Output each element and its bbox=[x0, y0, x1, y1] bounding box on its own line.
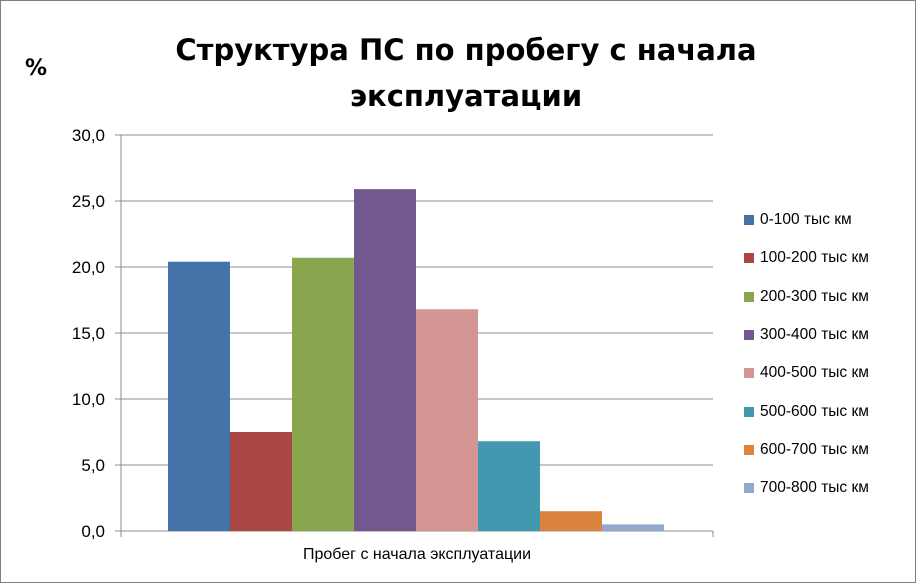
legend-label: 200-300 тыс км bbox=[760, 287, 869, 305]
bar-5 bbox=[416, 309, 478, 531]
bar-8 bbox=[602, 524, 664, 531]
chart-title: Структура ПС по пробегу с начала эксплуа… bbox=[175, 33, 757, 113]
y-tick-label: 5,0 bbox=[81, 456, 105, 475]
bar-2 bbox=[230, 432, 292, 531]
legend-item: 0-100 тыс км bbox=[744, 201, 869, 239]
legend-label: 700-800 тыс км bbox=[760, 479, 869, 497]
legend-item: 500-600 тыс км bbox=[744, 392, 869, 430]
legend-swatch bbox=[744, 215, 754, 226]
x-axis-label: Пробег с начала эксплуатации bbox=[303, 546, 531, 563]
legend-swatch bbox=[744, 330, 754, 341]
y-tick-label: 10,0 bbox=[72, 390, 105, 409]
legend-label: 500-600 тыс км bbox=[760, 402, 869, 420]
y-tick-label: 0,0 bbox=[81, 522, 105, 541]
y-tick-label: 30,0 bbox=[72, 126, 105, 145]
legend-label: 0-100 тыс км bbox=[760, 211, 852, 229]
y-tick-label: 25,0 bbox=[72, 192, 105, 211]
bar-6 bbox=[478, 441, 540, 531]
legend-swatch bbox=[744, 368, 754, 379]
legend-label: 600-700 тыс км bbox=[760, 440, 869, 458]
legend-label: 100-200 тыс км bbox=[760, 249, 869, 267]
legend-swatch bbox=[744, 406, 754, 417]
legend: 0-100 тыс км 100-200 тыс км 200-300 тыс км… bbox=[744, 201, 869, 507]
legend-label: 400-500 тыс км bbox=[760, 364, 869, 382]
bar-4 bbox=[354, 189, 416, 531]
legend-swatch bbox=[744, 444, 754, 455]
legend-item: 600-700 тыс км bbox=[744, 431, 869, 469]
legend-label: 300-400 тыс км bbox=[760, 326, 869, 344]
bar-1 bbox=[168, 261, 230, 531]
legend-item: 100-200 тыс км bbox=[744, 239, 869, 277]
y-axis-label: % bbox=[25, 56, 48, 81]
legend-swatch bbox=[744, 253, 754, 264]
bar-7 bbox=[540, 511, 602, 531]
y-tick-label: 15,0 bbox=[72, 324, 105, 343]
bar-3 bbox=[292, 257, 354, 531]
legend-item: 200-300 тыс км bbox=[744, 278, 869, 316]
legend-swatch bbox=[744, 291, 754, 302]
y-tick-label: 20,0 bbox=[72, 258, 105, 277]
legend-item: 400-500 тыс км bbox=[744, 354, 869, 392]
legend-swatch bbox=[744, 483, 754, 494]
legend-item: 300-400 тыс км bbox=[744, 316, 869, 354]
legend-item: 700-800 тыс км bbox=[744, 469, 869, 507]
